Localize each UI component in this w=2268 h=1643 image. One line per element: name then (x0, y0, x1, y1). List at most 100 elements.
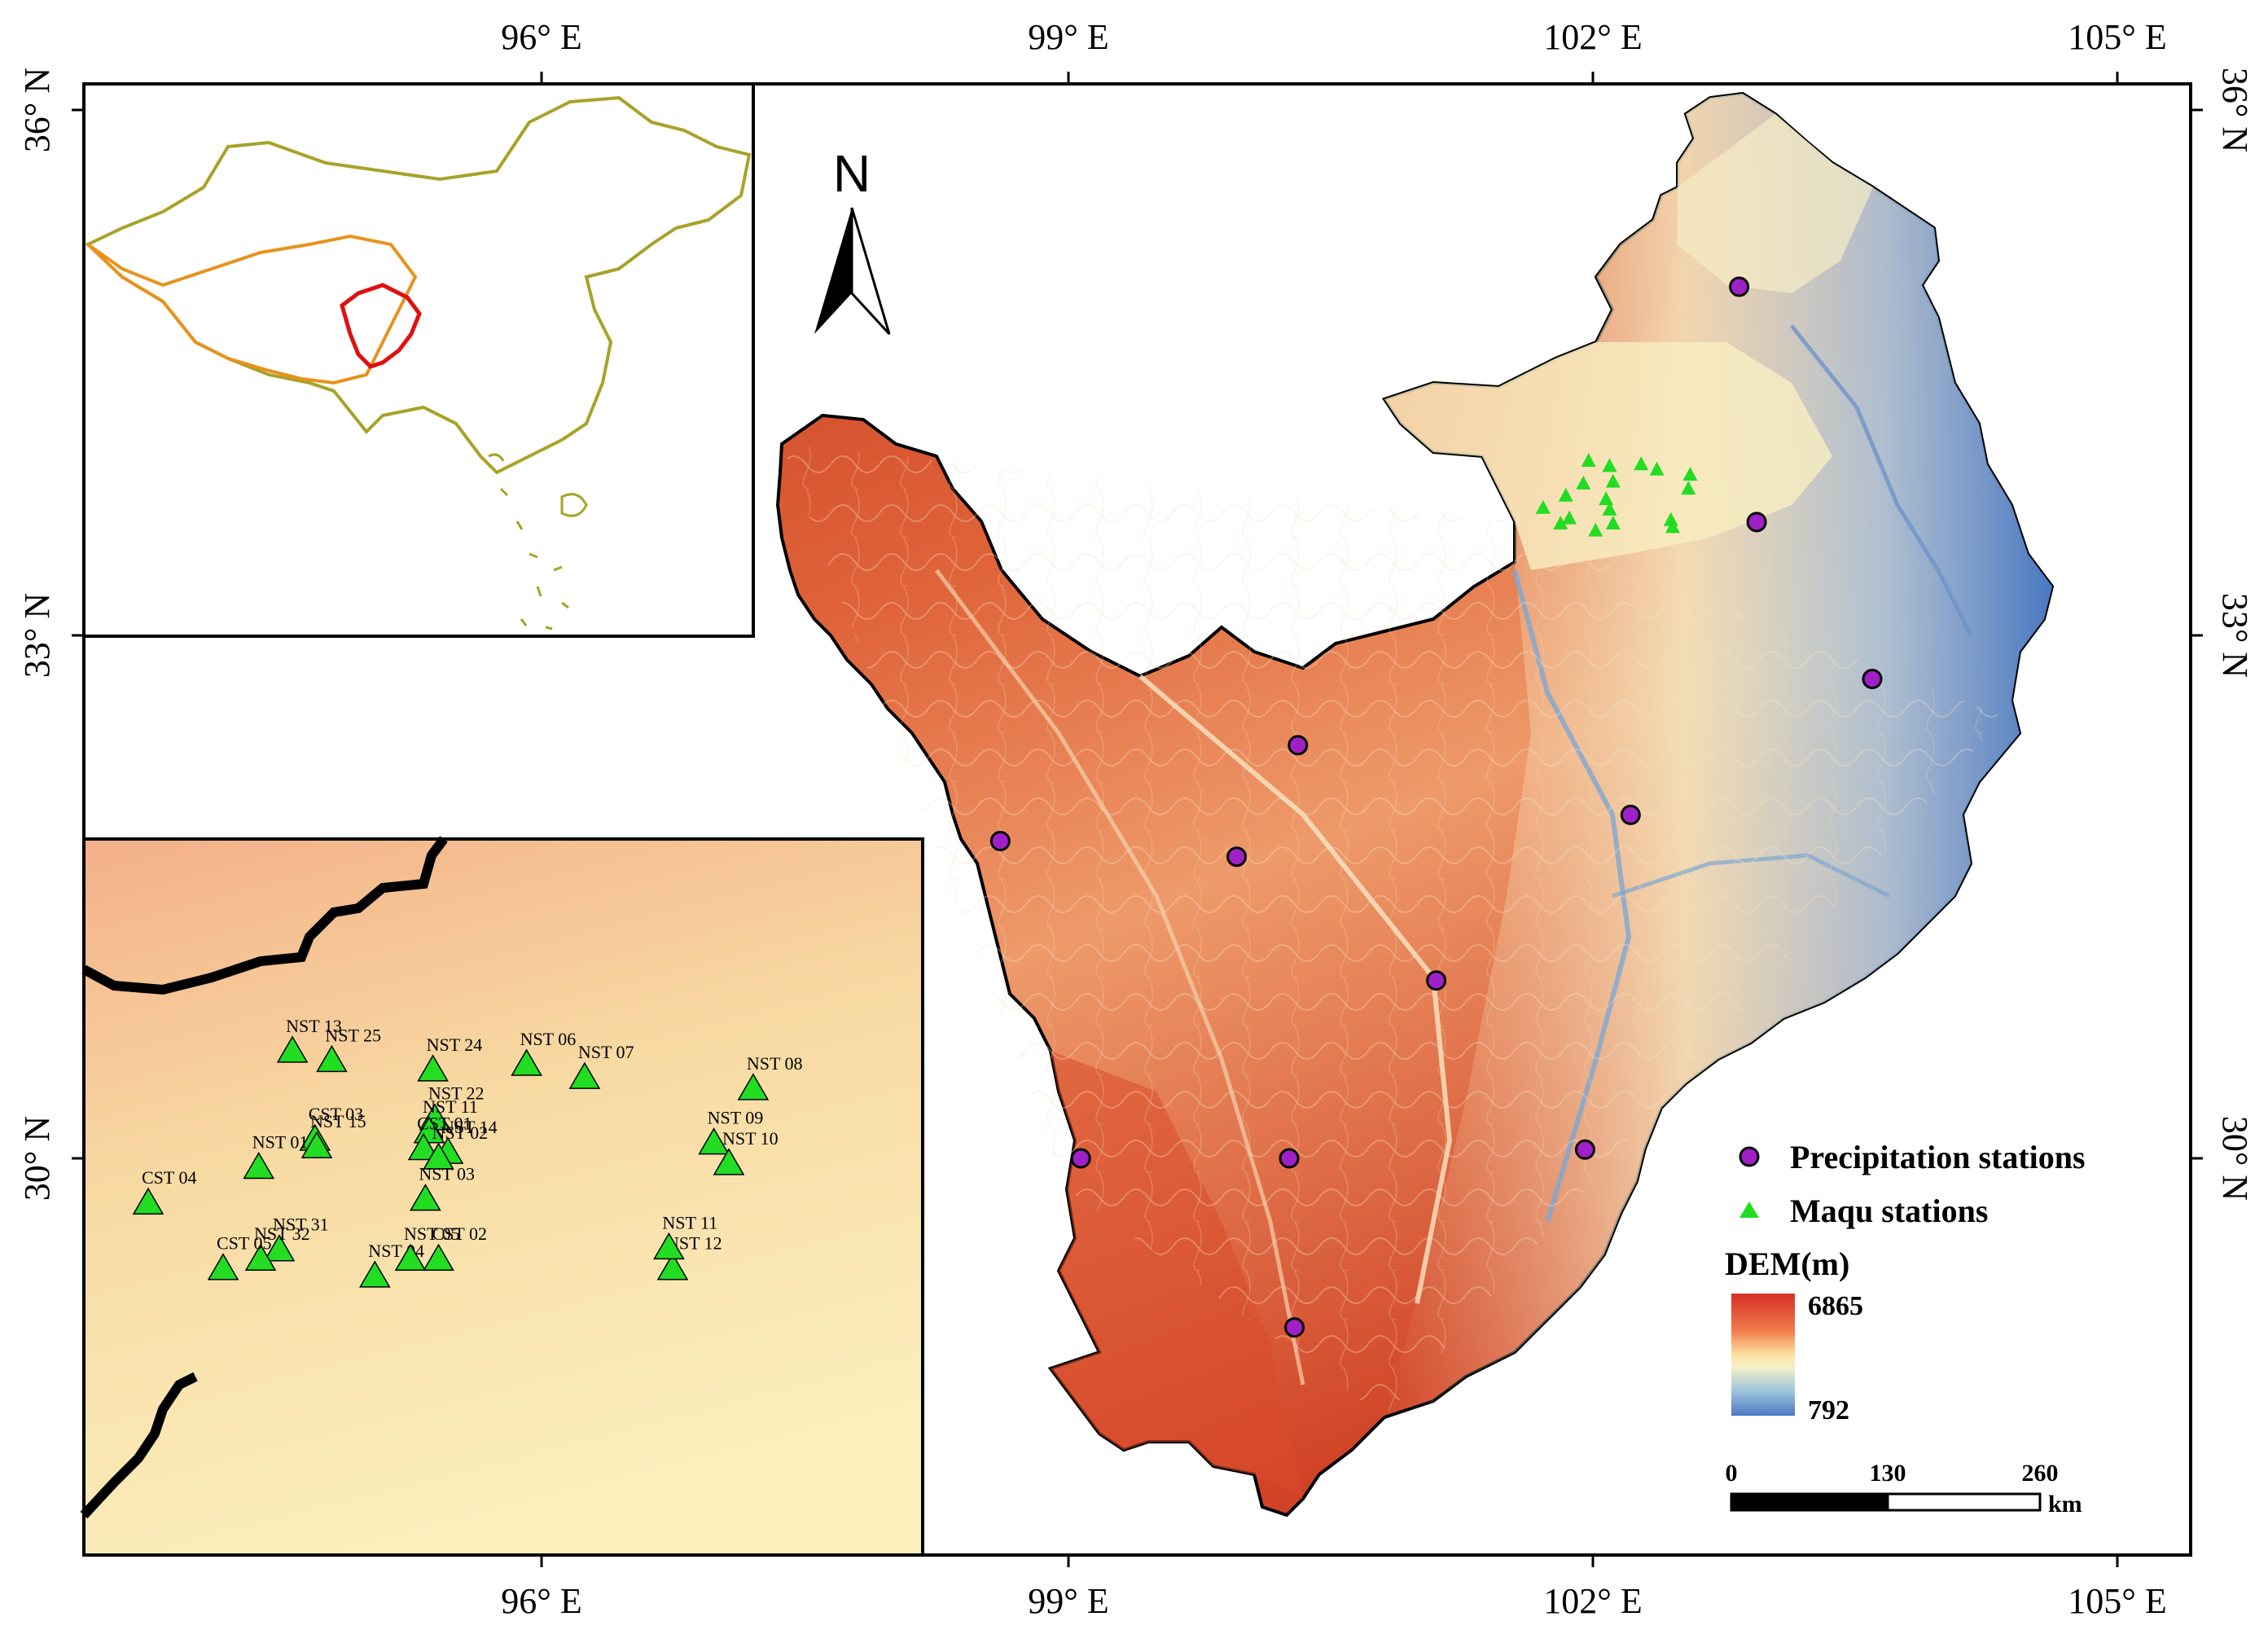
inset-station-marker (300, 1131, 333, 1158)
inset-station-label: CST 02 (432, 1223, 487, 1244)
lon-top-96: 96° E (501, 17, 581, 57)
precip-station-marker (1426, 970, 1447, 991)
inset-station-marker (653, 1232, 685, 1260)
precip-station-marker (1284, 1317, 1305, 1338)
scale-tick-260: 260 (2022, 1460, 2059, 1487)
inset-station-label: NST 15 (310, 1111, 366, 1131)
maqu-station-marker (1682, 467, 1698, 481)
precip-station-marker (1226, 846, 1248, 868)
inset-station-label: CST 04 (142, 1167, 196, 1188)
inset-station-label: NST 13 (286, 1016, 342, 1036)
inset-station-marker (358, 1260, 391, 1288)
maqu-station-marker (1634, 456, 1649, 471)
inset-station-marker (410, 1184, 441, 1211)
inset-station-marker (407, 1133, 440, 1161)
lon-top-99: 99° E (1028, 17, 1108, 57)
inset-station-marker (511, 1048, 542, 1076)
inset-station-label: CST 01 (417, 1114, 472, 1134)
scale-tick-130: 130 (1870, 1460, 1906, 1487)
inset-station-label: NST 22 (428, 1083, 485, 1104)
legend-maqu-symbol (1739, 1201, 1759, 1218)
graticule-ticks (72, 72, 2203, 1567)
graticule-labels: 96° E 99° E 102° E 105° E 96° E 99° E 10… (17, 17, 2255, 1621)
maqu-basin-boundary-south (80, 1372, 198, 1519)
lat-left-33: 33° N (17, 593, 57, 678)
inset-station-marker (423, 1243, 454, 1271)
inset-station-label: CST 05 (217, 1233, 271, 1254)
inset-station-marker (394, 1243, 427, 1271)
precip-station-marker (1279, 1148, 1300, 1169)
lon-bottom-105: 105° E (2068, 1581, 2166, 1621)
inset-station-label: NST 14 (441, 1117, 498, 1137)
legend-precip-symbol (1739, 1146, 1760, 1167)
north-arrow-right-icon (850, 207, 891, 336)
maqu-station-marker (1535, 499, 1551, 514)
maqu-station-marker (1681, 481, 1696, 495)
inset-station-marker (423, 1142, 454, 1170)
legend-dem-min: 792 (1808, 1395, 1849, 1426)
inset-station-marker (698, 1127, 730, 1155)
inset-station-marker (417, 1054, 449, 1082)
map-legend: Precipitation stations Maqu stations DEM… (1725, 1139, 2086, 1426)
lon-bottom-102: 102° E (1543, 1581, 1642, 1621)
maqu-station-marker (1663, 512, 1678, 526)
inset-station-marker (737, 1073, 770, 1100)
precip-station-marker (1862, 669, 1883, 689)
maqu-station-marker (1602, 458, 1617, 472)
scale-bar-white (1886, 1492, 2042, 1512)
inset-station-marker (276, 1035, 309, 1063)
inset-station-label: NST 31 (273, 1215, 329, 1235)
china-boundary (85, 95, 752, 475)
inset-station-label: NST 25 (325, 1025, 381, 1045)
inset-station-label: NST 24 (427, 1035, 483, 1055)
lat-left-30: 30° N (17, 1116, 57, 1201)
legend-dem-title: DEM(m) (1725, 1245, 1849, 1282)
lon-bottom-96: 96° E (501, 1581, 581, 1621)
lon-top-102: 102° E (1543, 17, 1642, 57)
lon-top-105: 105° E (2068, 17, 2166, 57)
inset-station-label: NST 09 (708, 1108, 764, 1128)
lat-right-36: 36° N (2215, 68, 2255, 152)
lat-right-33: 33° N (2215, 593, 2255, 678)
maqu-inset-frame (82, 837, 924, 1557)
maqu-station-marker (1602, 501, 1617, 516)
north-arrow: N (814, 144, 891, 336)
maqu-station-marker (1605, 516, 1621, 530)
precipitation-station-layer (989, 276, 1883, 1338)
legend-precip-label: Precipitation stations (1790, 1139, 2086, 1175)
maqu-station-marker (1581, 453, 1596, 467)
inset-station-label: NST 01 (252, 1132, 309, 1153)
scale-tick-0: 0 (1726, 1460, 1738, 1487)
taiwan-island (560, 493, 588, 517)
precip-station-marker (1574, 1139, 1595, 1160)
study-area-outline (340, 283, 422, 369)
inset-station-marker (132, 1187, 165, 1215)
maqu-station-marker (1553, 516, 1568, 530)
lat-left-36: 36° N (17, 68, 57, 152)
north-arrow-label: N (833, 144, 871, 203)
inset-station-marker (244, 1243, 277, 1271)
lon-bottom-99: 99° E (1028, 1581, 1108, 1621)
legend-dem-max: 6865 (1808, 1291, 1863, 1321)
maqu-station-marker (1605, 473, 1621, 488)
inset-station-label: NST 03 (419, 1164, 475, 1184)
legend-maqu-label: Maqu stations (1790, 1193, 1988, 1229)
inset-station-marker (207, 1253, 239, 1281)
precip-station-marker (1729, 276, 1750, 297)
inset-station-label: NST 11 (423, 1096, 478, 1117)
inset-station-marker (656, 1253, 689, 1281)
scale-bar: 0 130 260 km (1726, 1460, 2082, 1518)
legend-dem-ramp (1731, 1294, 1795, 1416)
lat-right-30: 30° N (2215, 1116, 2255, 1201)
maqu-station-marker (1562, 510, 1577, 525)
maqu-station-marker (1576, 475, 1591, 490)
south-china-sea-islands (488, 453, 569, 630)
inset-station-marker (316, 1044, 348, 1073)
inset-station-label: NST 32 (254, 1223, 310, 1244)
inset-station-label: NST 02 (432, 1122, 489, 1143)
inset-station-marker (243, 1152, 275, 1180)
north-arrow-left-icon (814, 208, 852, 334)
